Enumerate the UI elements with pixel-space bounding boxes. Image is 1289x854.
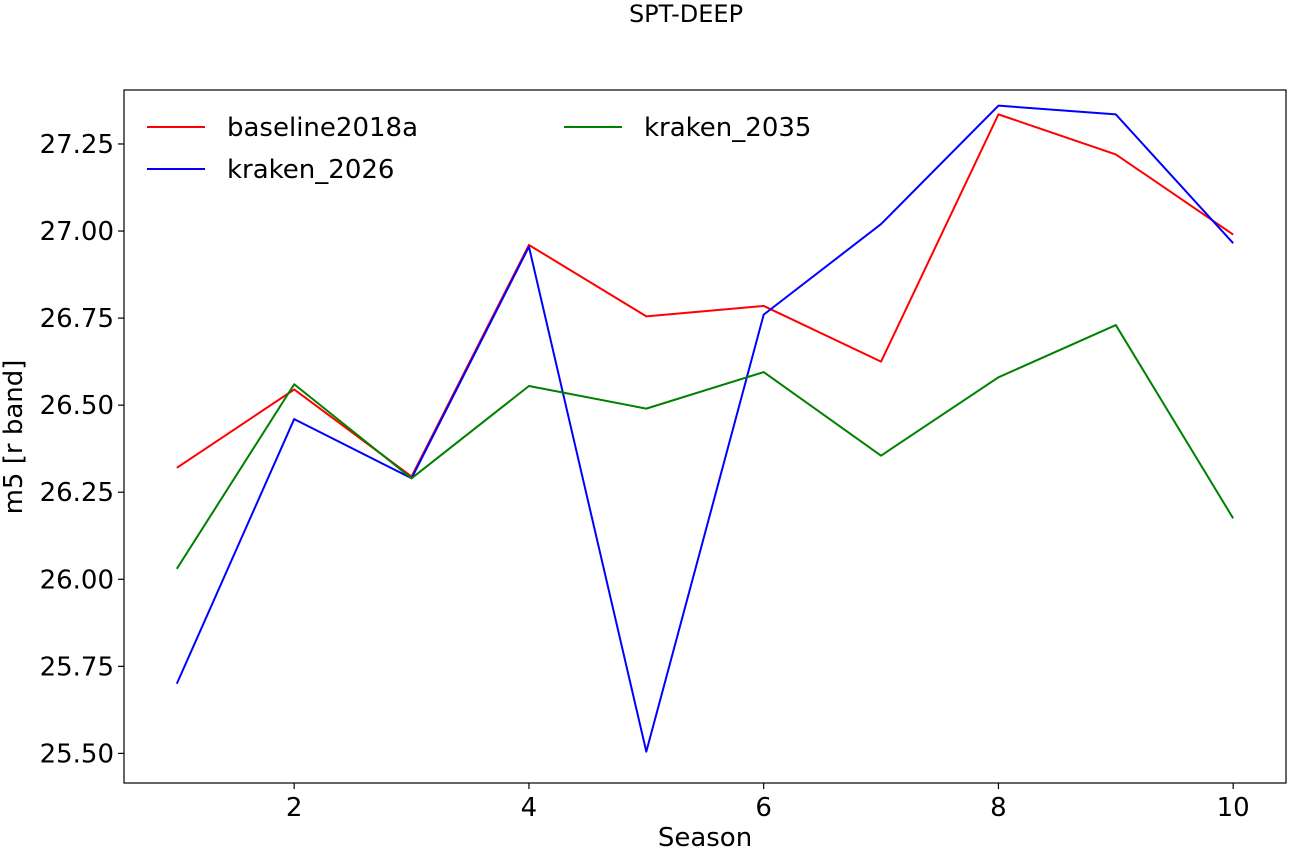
y-tick-label: 25.75 (40, 652, 114, 682)
x-tick-label: 2 (286, 793, 303, 823)
y-axis-label: m5 [r band] (0, 360, 29, 515)
x-axis: 2 4 6 8 10 (286, 783, 1250, 823)
y-tick-label: 27.25 (40, 130, 114, 160)
legend-item: baseline2018a (147, 113, 418, 143)
series-lines (175, 104, 1235, 753)
x-tick-label: 8 (990, 793, 1007, 823)
legend-label: kraken_2035 (644, 113, 811, 143)
series-line-kraken-2035 (175, 324, 1235, 570)
chart-title: SPT-DEEP (629, 0, 743, 28)
plot-area: 2 4 6 8 10 25.50 25.75 26.00 26.25 26.50 26.75 27.… (40, 89, 1287, 823)
legend-label: kraken_2026 (227, 155, 394, 185)
legend-label: baseline2018a (227, 113, 418, 143)
x-tick-label: 10 (1217, 793, 1250, 823)
y-tick-label: 25.50 (40, 739, 114, 769)
y-tick-label: 27.00 (40, 217, 114, 247)
y-axis: 25.50 25.75 26.00 26.25 26.50 26.75 27.00 27.25 (40, 130, 124, 769)
series-line-baseline2018a (176, 113, 1234, 478)
x-tick-label: 6 (755, 793, 772, 823)
legend-item: kraken_2026 (147, 155, 394, 185)
x-axis-label: Season (658, 823, 752, 853)
y-tick-label: 26.50 (40, 391, 114, 421)
plot-frame (123, 89, 1287, 784)
series-line-kraken-2026 (175, 104, 1234, 753)
legend-item: kraken_2035 (564, 113, 811, 143)
y-tick-label: 26.00 (40, 565, 114, 595)
legend: baseline2018a kraken_2026 kraken_2035 (147, 113, 811, 185)
y-tick-label: 26.25 (40, 478, 114, 508)
x-tick-label: 4 (521, 793, 538, 823)
y-tick-label: 26.75 (40, 304, 114, 334)
